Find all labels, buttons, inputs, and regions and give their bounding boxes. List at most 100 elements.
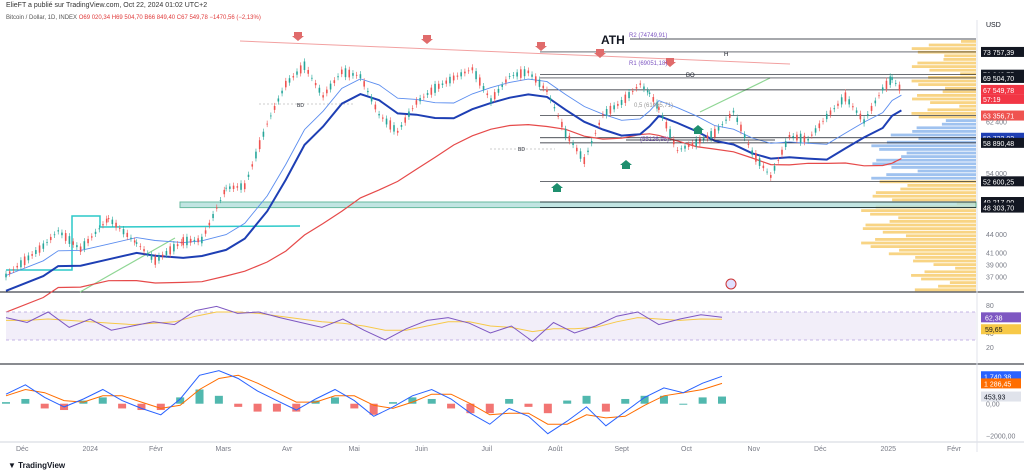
rsi-signal-line (6, 311, 723, 333)
rsi-value-label: 62,38 (985, 315, 1003, 322)
volume-profile-bar (890, 133, 976, 137)
candle-body (460, 72, 462, 77)
candle-body (8, 271, 11, 274)
macd-histogram-bar (253, 403, 262, 412)
candle-body (126, 232, 129, 238)
sell-arrow-icon (594, 49, 606, 58)
candle-body (825, 113, 828, 120)
macd-histogram-bar (156, 403, 165, 411)
volume-profile-bar (942, 90, 976, 94)
candle-body (236, 186, 239, 188)
candle-body (102, 224, 104, 226)
candles (5, 58, 901, 281)
volume-profile-bar (929, 68, 976, 72)
level-price-tag (981, 176, 1024, 187)
macd-histogram-bar (369, 403, 378, 415)
sell-arrow-icon (535, 42, 547, 51)
candle-body (46, 242, 48, 243)
rsi-value-tag (981, 312, 1021, 323)
candle-body (676, 150, 679, 151)
buy-arrow-icon (620, 160, 632, 169)
candle-body (643, 86, 645, 90)
macd-histogram-bar (214, 395, 223, 404)
volume-profile-bar (928, 76, 976, 79)
candle-body (452, 75, 455, 81)
volume-profile-bar (901, 155, 976, 158)
candle-body (204, 230, 207, 234)
candle-body (176, 244, 179, 247)
candle-body (49, 236, 52, 241)
candle-body (456, 75, 459, 77)
volume-profile (861, 40, 976, 292)
candle-body (493, 92, 496, 100)
candle-body (251, 164, 254, 167)
level-price-label: 52 600,25 (983, 179, 1014, 186)
macd-histogram-bar (698, 397, 707, 404)
candle-body (814, 128, 817, 133)
candle-body (42, 243, 45, 249)
candle-body (594, 132, 597, 134)
candle-body (367, 90, 369, 93)
candle-body (98, 228, 101, 230)
volume-profile-bar (899, 248, 976, 252)
candle-body (180, 241, 183, 244)
candle-body (624, 94, 627, 103)
macd-histogram-bar (21, 398, 30, 404)
candle-body (766, 171, 768, 173)
macd-histogram-bar (292, 403, 301, 412)
candle-body (467, 70, 470, 72)
candle-body (587, 150, 589, 153)
candle-body (434, 83, 436, 93)
candle-body (229, 186, 231, 189)
candle-body (27, 255, 30, 261)
countdown-label: 57:19 (983, 97, 1001, 104)
candle-body (247, 174, 250, 177)
candle-body (505, 79, 507, 83)
candle-body (702, 137, 705, 140)
candle-body (76, 245, 78, 248)
candle-body (212, 213, 214, 219)
x-tick-label: Avr (282, 446, 293, 453)
sell-arrow-icon (292, 32, 304, 41)
candle-body (699, 138, 701, 144)
chart-annotation: BD (518, 147, 525, 153)
candle-body (829, 110, 832, 115)
candle-body (646, 90, 649, 93)
candle-body (393, 125, 395, 132)
trend-line-early (79, 237, 176, 293)
candle-body (270, 115, 272, 117)
candle-body (135, 242, 138, 244)
x-tick-label: Nov (748, 446, 761, 453)
candle-body (553, 107, 556, 109)
rsi-line (5, 305, 723, 343)
candle-body (891, 77, 893, 81)
macd-value-label: 1 740,38 (984, 374, 1011, 381)
macd-tick-label: −2000,00 (986, 433, 1015, 440)
volume-profile-bar (914, 288, 976, 292)
x-tick-label: Mai (349, 446, 361, 453)
candle-body (590, 141, 593, 144)
macd-histogram-bar (621, 398, 630, 404)
candle-body (822, 120, 824, 122)
candle-body (773, 166, 776, 171)
volume-profile-bar (875, 238, 976, 241)
macd-histogram-bar (679, 403, 688, 405)
volume-profile-bar (928, 43, 976, 47)
candle-body (314, 82, 317, 86)
volume-profile-bar (911, 65, 976, 68)
volume-profile-bar (865, 223, 976, 227)
candle-body (31, 254, 33, 256)
candle-body (411, 108, 414, 110)
candle-body (197, 238, 199, 243)
macd-histogram-bar (176, 397, 185, 404)
candle-body (512, 75, 515, 76)
candle-body (878, 95, 880, 97)
candle-body (620, 99, 623, 105)
volume-profile-bar (941, 122, 976, 126)
volume-profile-bar (955, 266, 976, 270)
level-price-label: 63 356,71 (983, 114, 1014, 121)
candle-body (396, 130, 399, 133)
candle-body (91, 236, 93, 238)
candle-body (16, 265, 18, 268)
